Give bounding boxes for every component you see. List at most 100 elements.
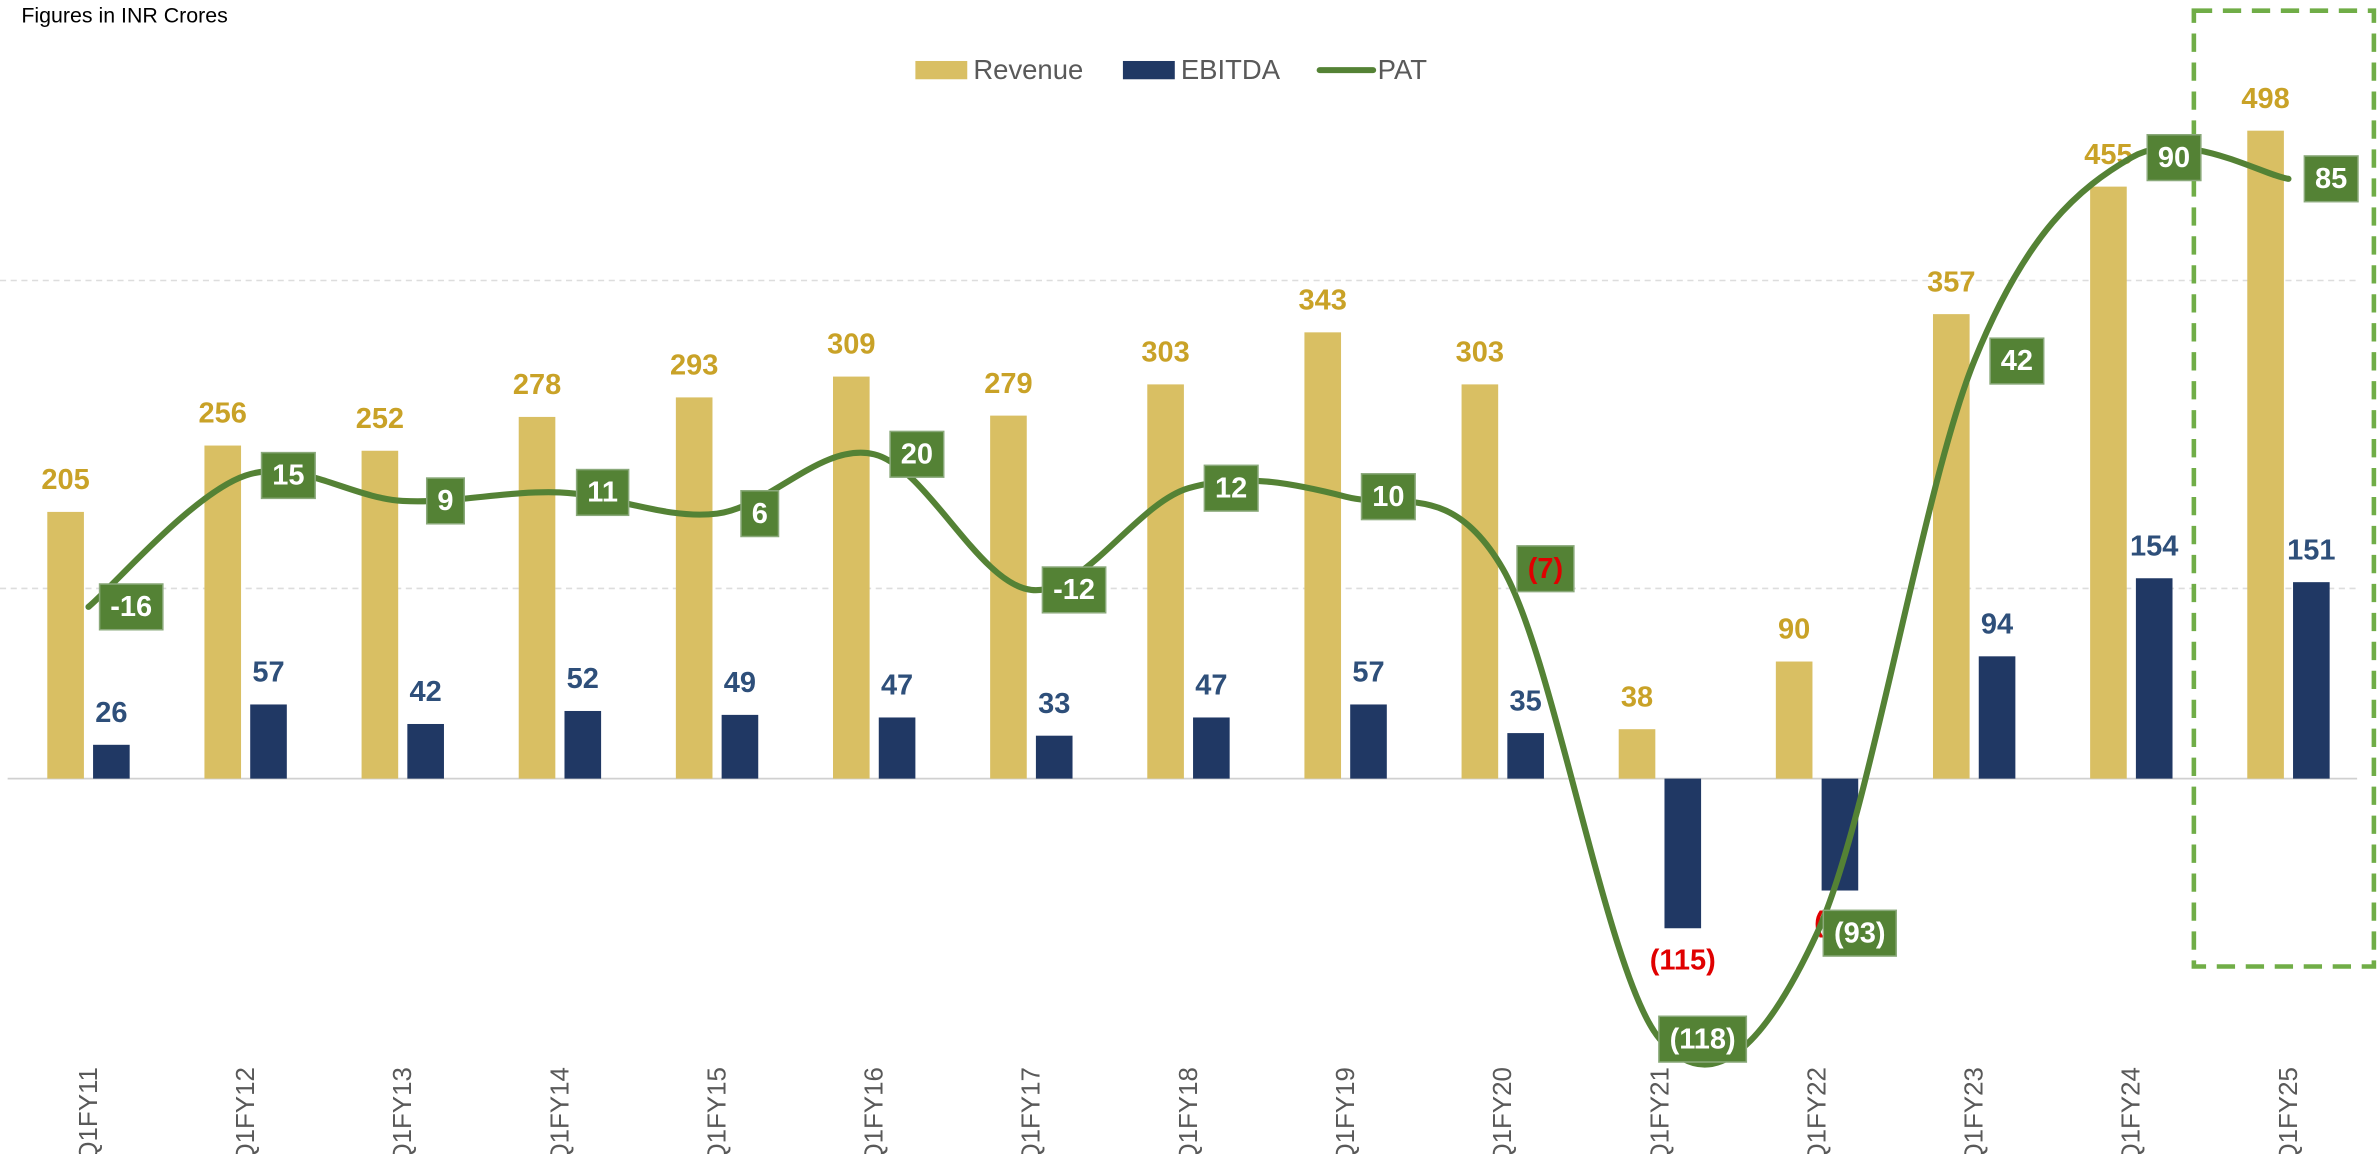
data-label: 293 (670, 350, 718, 382)
data-label-box (1360, 473, 1416, 521)
data-label: 303 (1141, 337, 1189, 369)
data-label: -12 (1053, 574, 1095, 606)
data-label: 357 (1927, 266, 1975, 298)
highlight-box (2191, 8, 2377, 969)
data-label: 42 (410, 676, 442, 708)
bar (1193, 717, 1230, 779)
data-label: 252 (356, 403, 404, 435)
x-tick-label: Q1FY19 (1332, 1067, 1360, 1154)
data-label: 57 (252, 657, 284, 689)
data-label: 47 (1195, 670, 1227, 702)
x-tick-label: Q1FY25 (2275, 1067, 2303, 1154)
x-tick-label: Q1FY24 (2118, 1067, 2146, 1154)
bar (564, 710, 602, 779)
data-label: 11 (587, 477, 618, 509)
bar (47, 511, 84, 779)
data-label: 10 (1372, 481, 1404, 513)
bar (518, 416, 556, 779)
x-tick-label: Q1FY16 (861, 1067, 889, 1154)
data-label-box (1989, 337, 2045, 385)
data-label: 303 (1456, 337, 1504, 369)
data-label: 151 (2287, 534, 2335, 566)
data-label: 205 (41, 464, 89, 496)
x-tick-label: Q1FY23 (1961, 1067, 1989, 1154)
data-label-box (1822, 909, 1897, 957)
data-label-box (1516, 545, 1575, 593)
bar (990, 415, 1027, 779)
x-tick-label: Q1FY11 (75, 1067, 103, 1154)
data-label: (115) (1650, 944, 1716, 976)
data-label-box (2303, 155, 2359, 203)
data-label-box (260, 451, 316, 500)
bar (407, 723, 444, 779)
data-label-box (425, 477, 465, 525)
data-label: 498 (2241, 83, 2289, 115)
bar (1035, 735, 1073, 779)
bar (833, 376, 870, 779)
data-label: 57 (1352, 657, 1384, 689)
data-label: 26 (95, 697, 127, 729)
data-label: -16 (110, 591, 152, 623)
data-label: 90 (2158, 142, 2190, 174)
legend-label: Revenue (973, 54, 1083, 85)
bar (721, 714, 759, 779)
data-label: 154 (2130, 530, 2178, 562)
data-label: 12 (1215, 472, 1247, 504)
data-label: 455 (2084, 139, 2132, 171)
data-label-box (575, 468, 630, 517)
data-label: 343 (1299, 285, 1347, 317)
bar (361, 450, 399, 779)
bar (1350, 704, 1387, 779)
data-label: 35 (1510, 685, 1542, 717)
bar (675, 397, 713, 779)
bar (878, 717, 916, 779)
bar (1304, 332, 1342, 779)
data-label: 278 (513, 369, 561, 401)
data-label: 6 (752, 498, 768, 530)
data-label: 309 (827, 329, 875, 361)
bar (93, 744, 130, 779)
bar (2293, 582, 2330, 779)
data-label: 52 (567, 663, 599, 695)
bar (2135, 578, 2173, 779)
x-tick-label: Q1FY22 (1803, 1067, 1831, 1154)
bar (204, 445, 242, 779)
data-label: 9 (437, 485, 453, 517)
data-label: 94 (1981, 608, 2013, 640)
data-label: (93) (1834, 917, 1886, 949)
data-label: 256 (199, 398, 247, 430)
legend-label: EBITDA (1181, 54, 1281, 85)
data-label-box (1203, 464, 1259, 512)
bar (1461, 384, 1499, 779)
bar (1507, 733, 1544, 779)
bar (2090, 186, 2127, 779)
data-label: 90 (1778, 614, 1810, 646)
bar (250, 704, 287, 779)
data-label-box (98, 583, 164, 631)
x-tick-label: Q1FY13 (389, 1067, 417, 1154)
x-tick-label: Q1FY21 (1646, 1067, 1674, 1154)
bar (1775, 661, 1813, 779)
data-label-box (1658, 1015, 1748, 1063)
bar (1978, 656, 2016, 779)
bar (1618, 729, 1656, 779)
x-tick-label: Q1FY14 (546, 1067, 574, 1154)
x-tick-label: Q1FY20 (1489, 1067, 1517, 1154)
legend-label: PAT (1378, 54, 1428, 85)
subtitle: Figures in INR Crores (21, 3, 227, 27)
bar (2247, 130, 2284, 779)
data-label-box (1041, 566, 1107, 614)
data-label-box (740, 489, 780, 538)
data-label: 20 (901, 438, 933, 470)
data-label: 49 (724, 667, 756, 699)
data-label: 279 (984, 368, 1032, 400)
legend-swatch (1122, 60, 1175, 80)
x-tick-label: Q1FY17 (1018, 1067, 1046, 1154)
bar (1664, 778, 1702, 929)
data-label-box (889, 430, 945, 478)
line (85, 144, 2292, 1068)
data-label: 15 (272, 460, 304, 492)
data-label-box (2146, 134, 2202, 182)
data-label: 47 (881, 670, 913, 702)
